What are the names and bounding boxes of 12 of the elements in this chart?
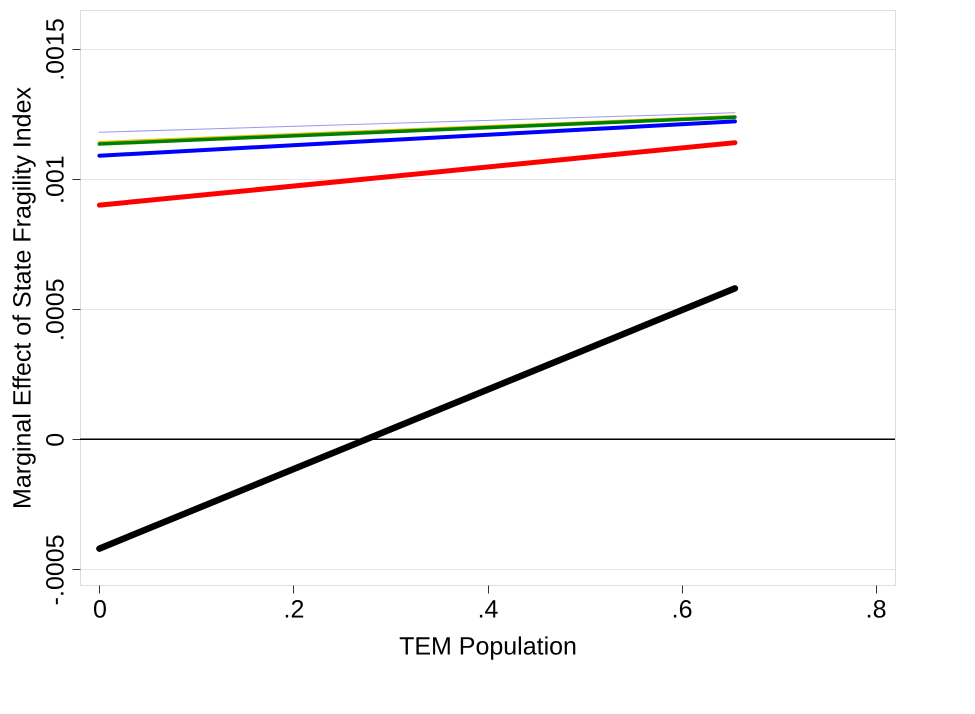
y-tick-label: 0 — [42, 432, 70, 447]
y-tick-label: .001 — [42, 155, 70, 204]
x-tick-label: .6 — [672, 596, 692, 624]
x-tick-label: .2 — [284, 596, 304, 624]
x-tick-label: 0 — [92, 596, 107, 624]
x-tick-label: .4 — [478, 596, 499, 624]
y-axis-title: Marginal Effect of State Fragility Index — [8, 86, 36, 509]
x-axis-title: TEM Population — [399, 632, 577, 660]
x-tick-label: .8 — [866, 596, 887, 624]
y-tick-label: -.0005 — [42, 534, 70, 606]
y-tick-label: .0015 — [42, 18, 70, 81]
y-tick-label: .0005 — [42, 278, 70, 341]
